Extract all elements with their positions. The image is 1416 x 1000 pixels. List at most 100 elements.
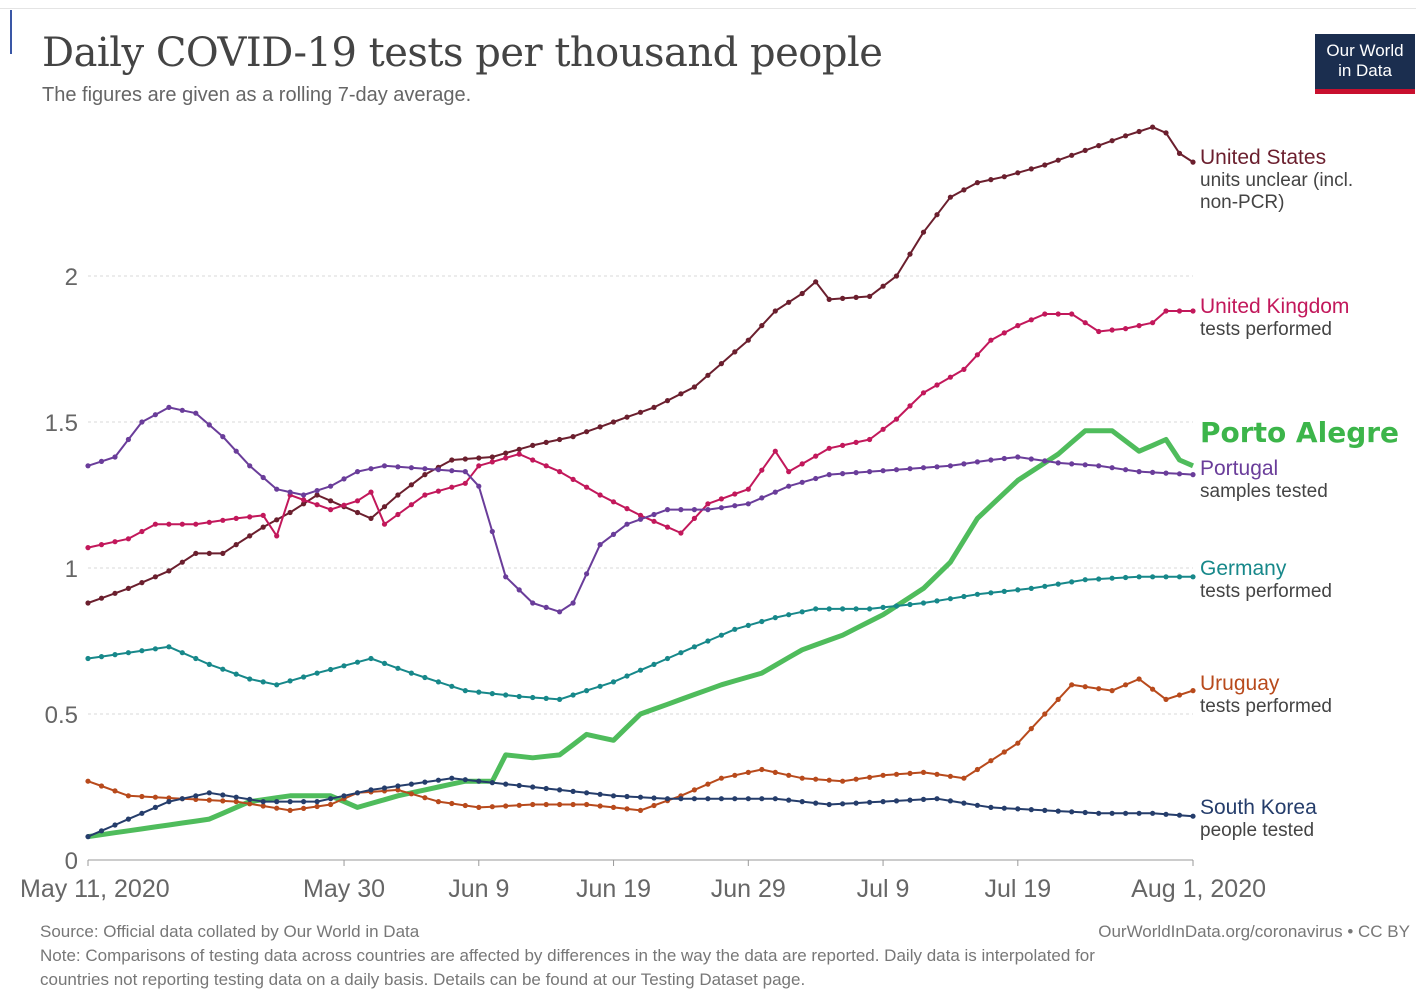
data-point: [287, 489, 293, 495]
data-point: [907, 251, 913, 257]
y-tick-label: 1: [65, 556, 78, 583]
data-point: [206, 661, 212, 668]
data-point: [220, 434, 226, 440]
data-point: [1055, 311, 1061, 317]
data-point: [260, 474, 266, 481]
series-sublabel: people tested: [1200, 820, 1314, 841]
data-point: [786, 299, 792, 305]
data-point: [1069, 682, 1075, 688]
data-point: [1001, 588, 1007, 595]
source-url[interactable]: OurWorldInData.org/coronavirus • CC BY: [1098, 922, 1410, 941]
data-point: [974, 802, 981, 808]
data-point: [1136, 469, 1142, 475]
data-point: [1109, 138, 1115, 144]
data-point: [179, 521, 185, 527]
data-point: [381, 660, 388, 667]
data-point: [287, 799, 293, 805]
series-united-states: [85, 124, 1196, 606]
data-point: [1069, 461, 1075, 467]
data-point: [98, 783, 105, 789]
data-point: [152, 412, 158, 418]
data-point: [1096, 143, 1102, 149]
data-point: [947, 596, 954, 602]
data-point: [934, 464, 940, 470]
data-point: [840, 442, 846, 448]
data-point: [1001, 455, 1007, 462]
data-point: [678, 650, 684, 656]
data-point: [422, 492, 428, 498]
series-label: South Korea: [1200, 796, 1317, 819]
data-point: [907, 466, 913, 472]
data-point: [368, 515, 374, 522]
data-point: [705, 638, 711, 644]
data-point: [1136, 676, 1142, 682]
data-point: [543, 604, 549, 611]
data-point: [1176, 574, 1183, 580]
data-point: [408, 502, 414, 508]
data-point: [206, 422, 212, 428]
data-point: [1150, 124, 1156, 130]
data-point: [206, 550, 212, 557]
data-point: [328, 507, 334, 513]
data-point: [799, 799, 805, 805]
data-point: [1109, 465, 1115, 471]
data-point: [152, 794, 158, 800]
data-point: [799, 461, 805, 467]
data-point: [813, 776, 819, 782]
data-point: [354, 659, 361, 665]
data-point: [301, 501, 307, 507]
data-point: [476, 778, 482, 784]
x-tick-label: May 11, 2020: [20, 875, 170, 903]
data-point: [678, 391, 684, 397]
data-point: [233, 448, 239, 454]
data-point: [597, 424, 603, 430]
data-point: [759, 323, 765, 329]
data-point: [1082, 147, 1088, 153]
data-point: [166, 799, 172, 805]
data-point: [1136, 128, 1142, 135]
data-point: [476, 463, 482, 469]
left-accent-mark: [10, 10, 12, 54]
data-point: [462, 688, 468, 694]
data-point: [503, 455, 509, 461]
data-point: [840, 778, 846, 784]
data-point: [974, 352, 981, 358]
data-point: [867, 606, 873, 612]
data-point: [274, 682, 280, 688]
data-point: [637, 667, 644, 673]
data-point: [516, 451, 522, 457]
data-point: [1190, 574, 1196, 580]
data-point: [462, 480, 468, 486]
data-point: [435, 777, 441, 783]
data-point: [449, 683, 455, 689]
note-line-1: Note: Comparisons of testing data across…: [40, 946, 1095, 965]
data-point: [1069, 311, 1075, 317]
data-point: [503, 450, 509, 456]
data-point: [893, 467, 900, 473]
data-point: [947, 194, 954, 200]
data-point: [193, 796, 199, 803]
series-portugal: [85, 404, 1196, 615]
data-point: [759, 796, 765, 802]
data-point: [934, 771, 940, 777]
series-line: [87, 310, 1193, 549]
data-point: [597, 542, 603, 548]
owid-logo[interactable]: Our World in Data: [1315, 34, 1415, 94]
data-point: [557, 787, 563, 793]
data-point: [395, 665, 401, 671]
data-point: [476, 689, 482, 695]
data-point: [705, 507, 711, 513]
data-point: [166, 644, 172, 650]
data-point: [584, 801, 590, 808]
data-point: [1176, 308, 1183, 314]
data-point: [247, 533, 253, 539]
data-point: [1001, 749, 1007, 755]
series-line: [87, 678, 1194, 812]
data-point: [813, 279, 819, 285]
data-point: [1163, 308, 1169, 314]
data-point: [193, 550, 199, 557]
data-point: [301, 799, 307, 805]
data-point: [678, 507, 684, 513]
data-point: [395, 511, 401, 518]
